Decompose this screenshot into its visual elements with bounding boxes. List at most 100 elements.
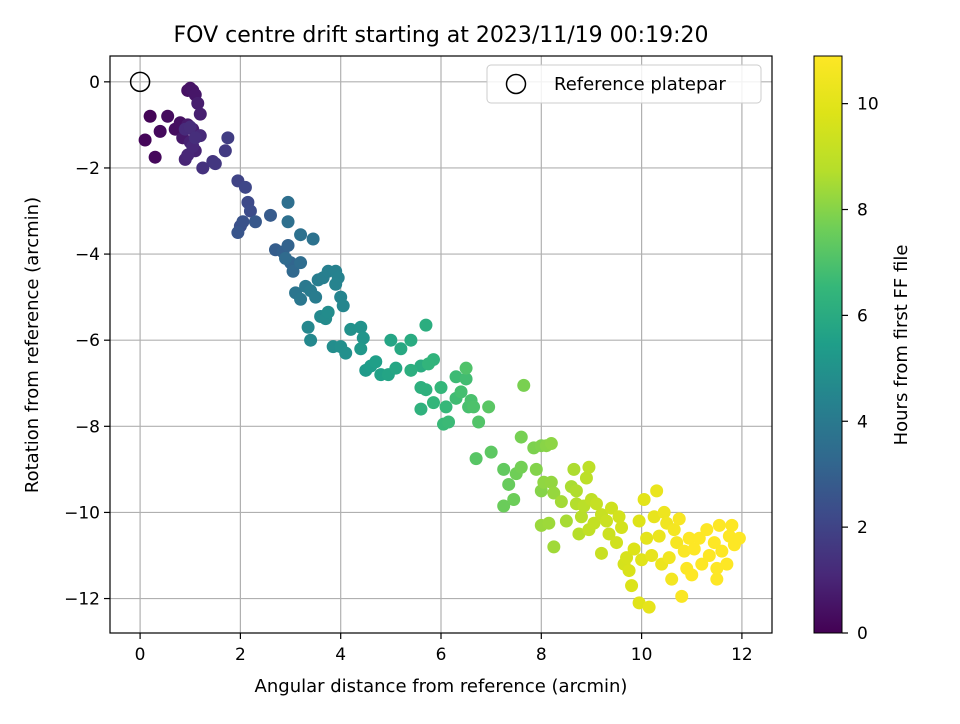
colorbar-gradient (813, 55, 843, 634)
data-point (426, 396, 440, 410)
data-point (632, 514, 646, 528)
data-point (675, 589, 689, 603)
data-point (183, 120, 197, 134)
data-point (587, 516, 601, 530)
data-point (419, 383, 433, 397)
data-point (625, 579, 639, 593)
data-point (221, 131, 235, 145)
data-point (138, 133, 152, 147)
data-point (248, 215, 262, 229)
y-tick-label: 0 (89, 73, 100, 93)
data-point (710, 572, 724, 586)
data-point (589, 497, 603, 511)
x-tick-label: 12 (731, 645, 753, 665)
data-point (645, 548, 659, 562)
data-point (459, 372, 473, 386)
data-point (394, 342, 408, 356)
data-point (281, 215, 295, 229)
data-point (559, 514, 573, 528)
data-point (620, 551, 634, 565)
data-point (459, 361, 473, 375)
data-point (677, 544, 691, 558)
data-point (231, 226, 245, 240)
data-point (567, 462, 581, 476)
data-point (294, 228, 308, 242)
x-tick-label: 0 (135, 645, 146, 665)
data-point (594, 546, 608, 560)
data-point (188, 131, 202, 145)
data-point (635, 553, 649, 567)
data-points (138, 81, 746, 614)
data-point (354, 320, 368, 334)
data-point (725, 518, 739, 532)
data-point (542, 516, 556, 530)
data-point (707, 536, 721, 550)
data-point (472, 415, 486, 429)
legend-box (486, 64, 762, 104)
data-point (404, 363, 418, 377)
data-point (389, 361, 403, 375)
data-point (547, 486, 561, 500)
chart-title: FOV centre drift starting at 2023/11/19 … (174, 23, 709, 48)
data-point (657, 505, 671, 519)
data-point (682, 531, 696, 545)
data-point (602, 527, 616, 541)
data-point (650, 484, 664, 498)
legend: Reference platepar (486, 64, 762, 104)
y-tick-label: −4 (75, 245, 100, 265)
data-point (414, 402, 428, 416)
data-point (304, 333, 318, 347)
data-point (662, 551, 676, 565)
data-point (554, 495, 568, 509)
data-point (153, 124, 167, 138)
data-point (336, 299, 350, 313)
data-point (582, 460, 596, 474)
data-point (321, 305, 335, 319)
data-point (497, 462, 511, 476)
colorbar-tick-label: 10 (857, 95, 879, 115)
data-point (469, 452, 483, 466)
data-point (148, 150, 162, 164)
data-point (640, 531, 654, 545)
data-point (286, 264, 300, 278)
data-point (339, 346, 353, 360)
data-point (670, 536, 684, 550)
data-point (652, 529, 666, 543)
data-point (579, 471, 593, 485)
colorbar-tick-label: 4 (857, 412, 868, 432)
data-point (647, 510, 661, 524)
data-point (574, 510, 588, 524)
data-point (622, 564, 636, 578)
legend-label: Reference platepar (554, 74, 726, 95)
data-point (279, 251, 293, 265)
data-point (419, 318, 433, 332)
data-point (208, 157, 222, 171)
data-point (356, 331, 370, 345)
data-point (218, 144, 232, 158)
data-point (544, 475, 558, 489)
colorbar: 0 2 4 6 8 10 Hours from first FF file (813, 55, 912, 644)
data-point (600, 514, 613, 528)
data-point (572, 527, 586, 541)
y-tick-label: −12 (64, 590, 100, 610)
data-point (404, 333, 418, 347)
data-point (627, 542, 641, 556)
x-tick-label: 4 (335, 645, 346, 665)
data-point (514, 430, 528, 444)
data-point (439, 400, 453, 414)
data-point (449, 370, 463, 384)
data-point (329, 277, 343, 291)
data-point (196, 161, 210, 175)
colorbar-tick-label: 8 (857, 201, 868, 221)
data-point (384, 333, 398, 347)
data-point (497, 499, 511, 513)
data-point (720, 557, 734, 571)
data-point (687, 542, 701, 556)
data-point (672, 512, 686, 526)
x-tick-label: 10 (631, 645, 653, 665)
data-point (482, 400, 496, 414)
colorbar-tick-label: 6 (857, 306, 868, 326)
data-point (732, 531, 746, 545)
